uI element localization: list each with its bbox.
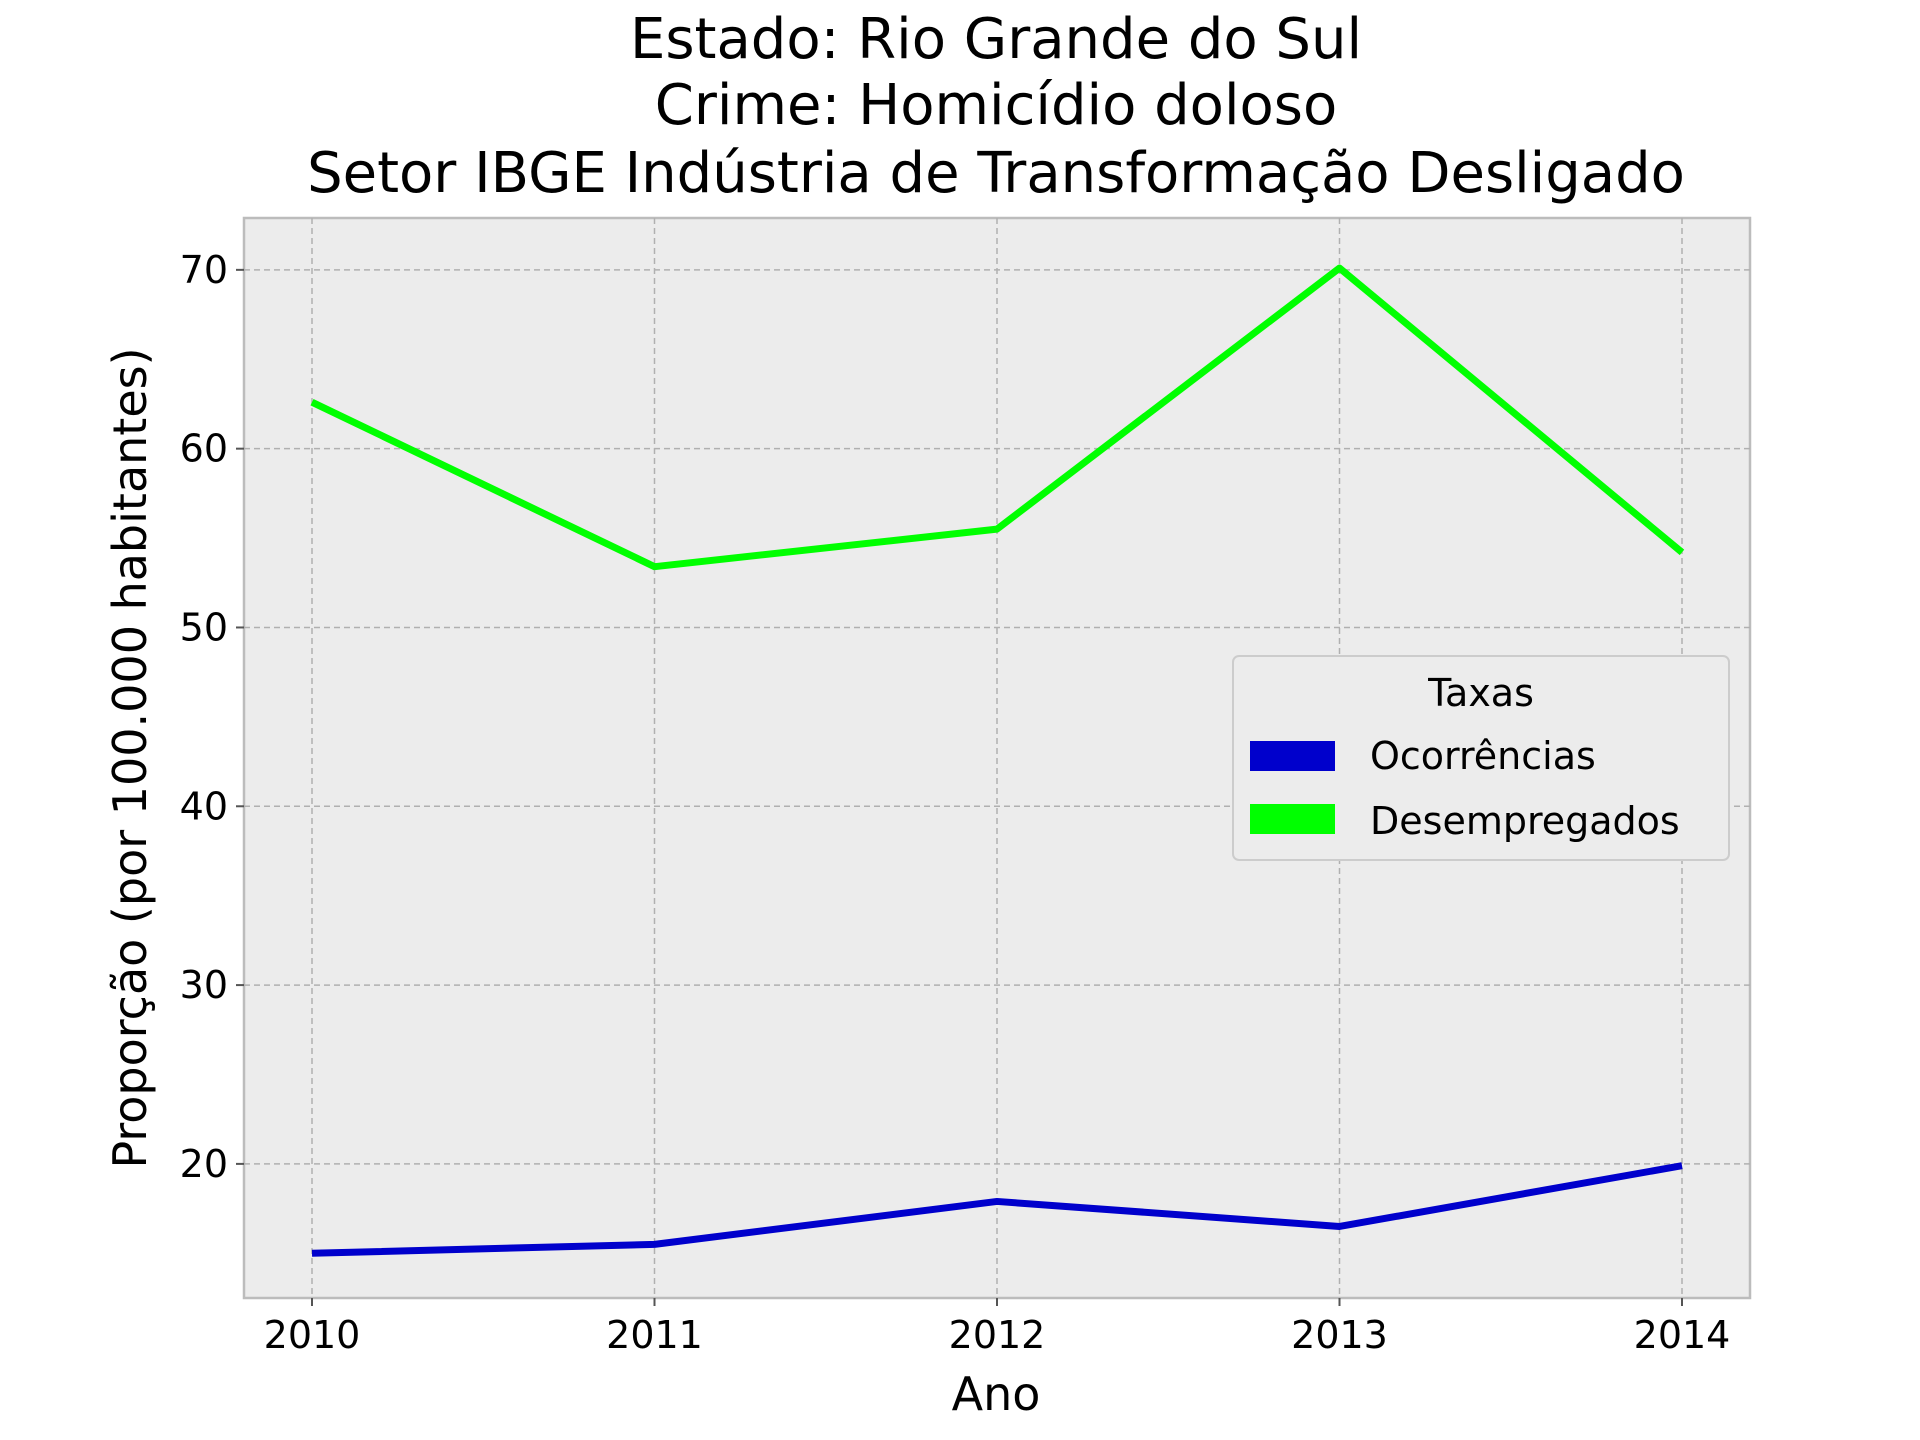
legend-label-desempregados: Desempregados [1370, 799, 1680, 843]
y-tick-label: 70 [180, 248, 228, 292]
y-tick-label: 20 [180, 1142, 228, 1186]
legend-title: Taxas [1427, 671, 1534, 715]
y-tick-label: 40 [180, 784, 228, 828]
series-lines [310, 264, 1685, 1257]
legend-box [1232, 655, 1730, 861]
series-line-desempregados [310, 264, 1685, 571]
y-axis-label: Proporção (por 100.000 habitantes) [103, 347, 157, 1168]
x-tick-label: 2014 [1634, 1313, 1731, 1357]
legend: Taxas Ocorrências Desempregados [1232, 655, 1730, 861]
y-tick-label: 50 [180, 605, 228, 649]
y-tick-label: 30 [180, 963, 228, 1007]
x-tick-label: 2010 [264, 1313, 361, 1357]
y-gridlines [244, 269, 1750, 1165]
title-line-2: Crime: Homicídio doloso [655, 73, 1337, 138]
legend-swatch-desempregados [1250, 804, 1335, 834]
series-line-ocorrencias [311, 1162, 1683, 1257]
legend-swatch-ocorrencias [1250, 741, 1335, 771]
y-axis-ticks: 20 30 40 50 60 70 [180, 248, 244, 1186]
title-line-3: Setor IBGE Indústria de Transformação De… [307, 141, 1685, 206]
chart-title: Estado: Rio Grande do Sul Crime: Homicíd… [307, 7, 1685, 206]
x-tick-label: 2012 [949, 1313, 1046, 1357]
title-line-1: Estado: Rio Grande do Sul [630, 7, 1362, 72]
x-axis-label: Ano [952, 1367, 1041, 1421]
x-axis-ticks: 2010 2011 2012 2013 2014 [264, 1298, 1731, 1357]
y-tick-label: 60 [180, 427, 228, 471]
x-tick-label: 2013 [1291, 1313, 1388, 1357]
legend-label-ocorrencias: Ocorrências [1370, 734, 1596, 778]
x-tick-label: 2011 [606, 1313, 703, 1357]
